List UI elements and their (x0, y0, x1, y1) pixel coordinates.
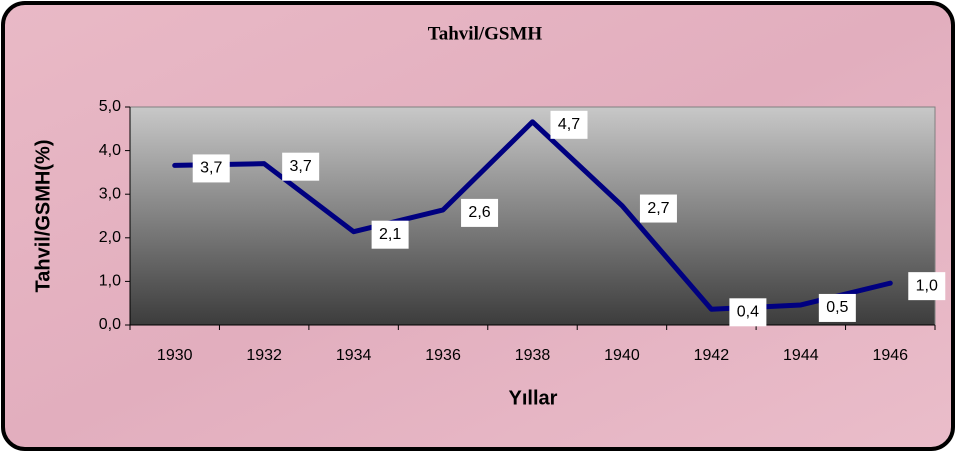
data-label-box (461, 198, 499, 227)
chart-title: Tahvil/GSMH (428, 23, 543, 44)
data-label-box (550, 110, 588, 139)
x-tick-label: 1930 (157, 347, 193, 364)
line (172, 119, 893, 312)
data-label-box (729, 298, 767, 327)
x-tick-label: 1940 (604, 347, 640, 364)
y-tick-label: 3,0 (99, 185, 121, 202)
y-tick-label: 1,0 (99, 273, 121, 290)
data-label: 0,4 (737, 304, 759, 321)
data-label: 3,7 (200, 160, 222, 177)
data-label: 3,7 (290, 158, 312, 175)
x-tick-label: 1942 (694, 347, 730, 364)
x-tick-label: 1938 (515, 347, 551, 364)
x-tick-label: 1936 (425, 347, 461, 364)
data-label: 2,6 (468, 204, 490, 221)
data-label-box (282, 152, 320, 181)
y-axis-label: Tahvil/GSMH(%) (32, 140, 54, 293)
data-label: 2,1 (379, 226, 401, 243)
plot-area (129, 106, 936, 326)
data-label: 1,0 (916, 277, 938, 294)
data-label: 4,7 (558, 116, 580, 133)
data-label: 2,7 (647, 200, 669, 217)
data-label-box (908, 272, 946, 301)
x-tick-label: 1946 (872, 347, 908, 364)
y-tick-label: 0,0 (99, 316, 121, 333)
data-label-box (818, 293, 856, 322)
x-tick-label: 1934 (336, 347, 372, 364)
data-label-box (371, 220, 409, 249)
y-tick-label: 4,0 (99, 142, 121, 159)
data-label-box (639, 194, 677, 223)
data-label: 0,5 (826, 299, 848, 316)
y-tick-label: 5,0 (99, 98, 121, 115)
data-label-box (192, 154, 230, 183)
x-tick-label: 1944 (783, 347, 819, 364)
x-axis-label: Yıllar (509, 387, 558, 409)
x-tick-label: 1932 (246, 347, 282, 364)
y-tick-label: 2,0 (99, 229, 121, 246)
